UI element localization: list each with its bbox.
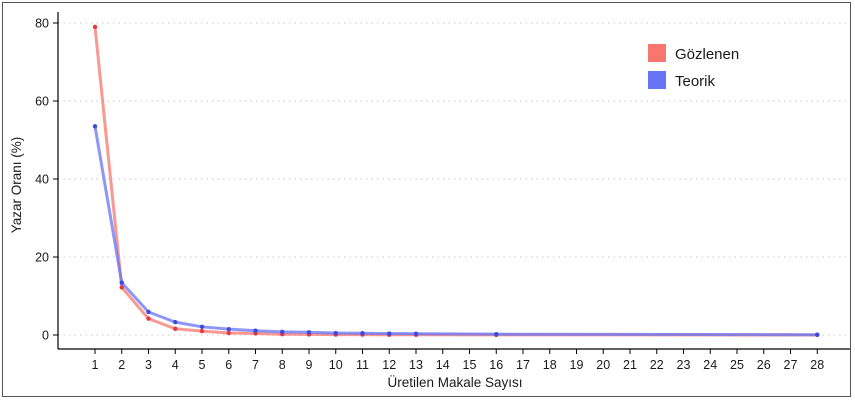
legend-label-teorik: Teorik	[675, 73, 716, 90]
data-point-g-zlenen-1	[92, 24, 98, 30]
y-tick-label-20: 20	[35, 251, 49, 265]
y-tick-label-60: 60	[35, 95, 49, 109]
x-tick-label-28: 28	[810, 358, 824, 372]
x-tick-label-22: 22	[650, 358, 664, 372]
x-tick-label-8: 8	[279, 358, 286, 372]
data-point-teorik-1	[92, 124, 98, 129]
data-point-teorik-8	[280, 329, 285, 335]
data-point-teorik-12	[387, 331, 392, 336]
x-tick-label-7: 7	[252, 358, 259, 372]
x-tick-label-19: 19	[570, 358, 584, 372]
y-axis-title: Yazar Oranı (%)	[9, 137, 24, 234]
data-point-teorik-9	[306, 330, 312, 335]
x-tick-label-10: 10	[329, 358, 343, 372]
y-tick-label-80: 80	[35, 17, 49, 31]
x-tick-label-23: 23	[677, 358, 691, 372]
x-tick-label-16: 16	[489, 358, 503, 372]
data-point-teorik-28	[815, 332, 820, 337]
x-tick-label-5: 5	[199, 358, 206, 372]
x-tick-label-25: 25	[730, 358, 744, 372]
data-point-g-zlenen-3	[146, 316, 151, 321]
legend-swatch-teorik	[648, 71, 666, 89]
data-point-teorik-11	[360, 331, 365, 336]
legend: Gözlenen Teorik	[648, 44, 739, 90]
x-tick-label-3: 3	[145, 358, 152, 372]
data-point-teorik-6	[226, 326, 231, 332]
x-tick-label-11: 11	[356, 358, 369, 372]
legend-swatch-gozlenen	[648, 44, 666, 62]
grid-lines	[58, 22, 850, 336]
x-tick-label-26: 26	[757, 358, 771, 372]
data-point-g-zlenen-2	[119, 285, 124, 290]
data-point-teorik-10	[333, 330, 338, 336]
x-tick-label-20: 20	[596, 358, 610, 372]
data-point-teorik-4	[173, 319, 178, 325]
y-tick-label-0: 0	[42, 329, 49, 343]
y-tick-label-40: 40	[35, 173, 49, 187]
x-tick-label-2: 2	[118, 358, 125, 372]
data-point-teorik-16	[494, 331, 499, 337]
axes	[57, 12, 850, 350]
x-tick-label-13: 13	[409, 358, 423, 372]
x-tick-label-9: 9	[306, 358, 313, 372]
data-point-teorik-7	[253, 328, 258, 333]
x-tick-label-6: 6	[225, 358, 232, 372]
series-line-teorik	[93, 124, 819, 337]
series-lines	[92, 24, 820, 338]
x-tick-label-18: 18	[543, 358, 557, 372]
x-tick-label-1: 1	[92, 358, 99, 372]
data-point-g-zlenen-4	[173, 326, 178, 331]
x-tick-label-17: 17	[516, 358, 530, 372]
data-point-teorik-3	[146, 309, 151, 315]
x-tick-label-24: 24	[703, 358, 717, 372]
x-tick-label-12: 12	[382, 358, 396, 372]
x-tick-label-27: 27	[784, 358, 798, 372]
data-point-teorik-13	[413, 331, 419, 336]
chart-frame	[2, 2, 851, 397]
x-tick-label-21: 21	[623, 358, 637, 372]
data-point-g-zlenen-5	[199, 328, 205, 334]
legend-label-gozlenen: Gözlenen	[675, 46, 739, 63]
x-ticks: 1 2 3 4 5 6 7 8 9 10 11 12 13 14 15 16 17 18 19 20 21 22 23 24 2…	[92, 349, 824, 372]
x-tick-label-4: 4	[172, 358, 179, 372]
y-ticks: 0 20 40 60 80	[35, 17, 58, 343]
data-point-teorik-2	[119, 280, 124, 285]
x-axis-title: Üretilen Makale Sayısı	[387, 375, 522, 390]
x-tick-label-14: 14	[436, 358, 450, 372]
data-point-teorik-5	[199, 324, 205, 330]
x-tick-label-15: 15	[463, 358, 477, 372]
data-point-g-zlenen-6	[226, 330, 231, 336]
